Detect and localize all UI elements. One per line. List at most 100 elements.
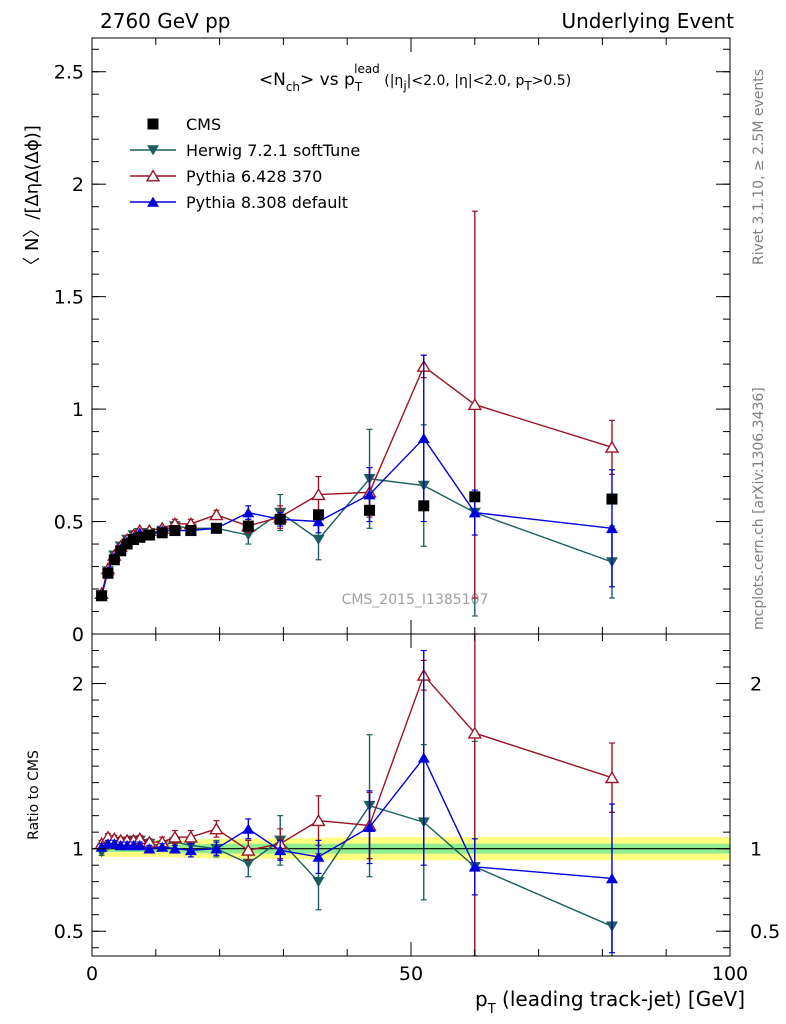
series-pythia-6-428-370: [94, 210, 620, 599]
data-point: [242, 507, 255, 518]
y-tick-label-right: 2: [750, 674, 762, 696]
data-point: [108, 554, 120, 566]
main-plot-area: [94, 210, 620, 617]
x-tick-label: 0: [86, 963, 98, 985]
legend: CMS Herwig 7.2.1 softTune Pythia 6.428 370…: [130, 115, 360, 212]
data-point: [183, 830, 199, 843]
data-point: [242, 858, 255, 869]
data-point: [311, 813, 326, 827]
data-point: [312, 876, 325, 888]
y-tick-label: 0: [72, 624, 84, 646]
data-point: [156, 841, 169, 852]
data-point: [143, 529, 155, 541]
x-axis-label: pT (leading track-jet) [GeV]: [475, 987, 745, 1017]
data-point: [274, 844, 287, 856]
data-point: [168, 843, 181, 854]
x-tick-label: 50: [399, 963, 423, 985]
data-point: [143, 843, 156, 854]
main-title: <Nch> vs pTlead (|ηj|<2.0, |η|<2.0, pT>0…: [259, 62, 571, 94]
data-point: [312, 534, 325, 545]
data-point: [467, 726, 483, 739]
legend-entry-0: CMS: [147, 115, 221, 134]
data-point: [606, 873, 618, 884]
y-tick-label: 1.5: [54, 287, 84, 309]
data-point: [169, 525, 181, 537]
data-point: [363, 489, 376, 500]
data-point: [311, 487, 326, 501]
ratio-frame: [91, 633, 731, 957]
data-point: [134, 531, 146, 543]
data-point: [274, 513, 286, 525]
y-tick-label: 1: [72, 839, 84, 861]
main-ylabel: 〈 N〉/[ΔηΔ(Δϕ)]: [22, 125, 43, 275]
legend-marker: [145, 169, 161, 182]
main-panel: <Nch> vs pTlead (|ηj|<2.0, |η|<2.0, pT>0…: [22, 37, 731, 646]
y-tick-label: 0.5: [54, 921, 84, 943]
data-point: [312, 509, 324, 521]
data-point: [156, 527, 168, 539]
x-tick-label: 100: [712, 963, 748, 985]
data-point: [312, 851, 325, 862]
series-line: [100, 478, 613, 596]
mcplots-label: mcplots.cern.ch [arXiv:1306.3436]: [751, 387, 767, 630]
data-point: [241, 843, 256, 856]
data-point: [242, 520, 254, 532]
legend-entry-1: Herwig 7.2.1 softTune: [130, 141, 360, 160]
data-point: [115, 545, 127, 557]
legend-label: Herwig 7.2.1 softTune: [186, 141, 360, 160]
series-pythia-8-308-default: [95, 649, 618, 954]
rivet-label: Rivet 3.1.10, ≥ 2.5M events: [751, 69, 767, 265]
series-line: [101, 673, 613, 852]
ratio-plot-area: [92, 634, 730, 956]
data-point: [133, 840, 146, 851]
data-point: [242, 823, 255, 834]
data-point: [127, 534, 139, 546]
header-right: Underlying Event: [561, 9, 734, 33]
data-point: [468, 507, 481, 518]
y-tick-label: 2: [72, 674, 84, 696]
series-line: [101, 756, 613, 880]
legend-label: CMS: [186, 115, 221, 134]
data-point: [184, 844, 197, 856]
data-point: [95, 841, 108, 852]
y-tick-label: 0.5: [54, 512, 84, 534]
data-point: [417, 752, 430, 763]
data-point: [363, 821, 376, 832]
data-point: [604, 440, 620, 453]
data-point: [312, 516, 325, 527]
legend-label: Pythia 8.308 default: [186, 193, 348, 212]
y-tick-label-right: 0.5: [750, 921, 780, 943]
series-cms: [96, 491, 618, 602]
data-point: [606, 522, 618, 534]
data-point: [418, 500, 430, 512]
ratio-ylabel: Ratio to CMS: [26, 750, 42, 840]
data-point: [209, 508, 224, 521]
series-line: [100, 365, 613, 594]
data-point: [606, 493, 618, 505]
series-pythia-6-428-370: [94, 634, 620, 956]
data-point: [121, 538, 133, 550]
legend-entry-2: Pythia 6.428 370: [130, 167, 322, 186]
header-left: 2760 GeV pp: [100, 9, 231, 33]
data-point: [209, 822, 224, 835]
y-tick-label-right: 1: [750, 839, 762, 861]
data-point: [167, 830, 183, 843]
watermark: CMS_2015_I1385107: [342, 592, 489, 608]
y-tick-label: 2.5: [54, 62, 84, 84]
series-line: [100, 437, 613, 596]
y-tick-label: 1: [72, 399, 84, 421]
data-point: [468, 861, 481, 872]
data-point: [96, 590, 108, 602]
data-point: [604, 770, 620, 784]
data-point: [185, 525, 197, 537]
series-pythia-8-308-default: [95, 354, 618, 601]
legend-marker: [147, 118, 159, 130]
legend-marker: [147, 196, 159, 207]
data-point: [469, 491, 481, 503]
data-point: [210, 522, 222, 534]
legend-label: Pythia 6.428 370: [186, 167, 322, 186]
data-point: [364, 504, 376, 516]
series-herwig-7-2-1-softtune: [95, 408, 618, 617]
data-point: [210, 843, 223, 854]
ratio-panel: Ratio to CMS pT (leading track-jet) [GeV…: [26, 633, 780, 1017]
